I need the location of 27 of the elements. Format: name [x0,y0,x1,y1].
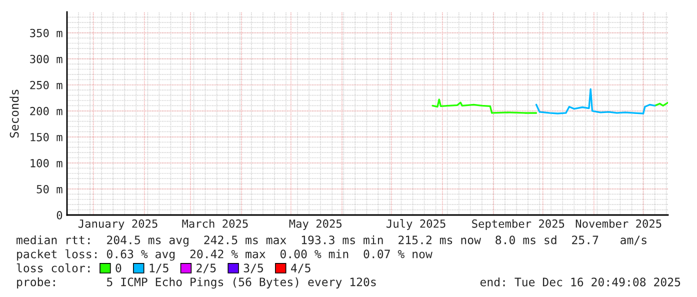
legend-label: 4/5 [291,264,310,274]
x-tick-label: March 2025 [182,219,248,228]
legend-label: 0 [116,264,122,272]
y-tick-label: 350 m [30,28,62,38]
line-series [535,88,656,114]
legend-label: 2/5 [196,264,216,274]
text: median rtt: 204.5 ms avg 242.5 ms max 193.3 ms min 215.2 ms now 8.0 ms sd 25.7 am/s [16,235,646,247]
y-tick-label: 0 [56,211,62,220]
legend-title: loss color: [16,263,90,272]
x-tick-label: July 2025 [386,219,446,230]
y-tick-label: 150 m [30,132,62,142]
x-tick-label: November 2025 [576,219,662,228]
text: packet loss: 0.63 % avg 20.42 % max 0.00 % min 0.07 % now [17,249,432,261]
x-tick-label: January 2025 [78,219,158,230]
y-axis-title: Seconds [10,90,19,138]
line-series [432,98,538,114]
y-tick-label: 200 m [30,106,62,116]
y-tick-label: 250 m [30,80,62,90]
legend-label: 1/5 [150,264,168,274]
text: end: Tue Dec 16 20:49:08 2025 [480,277,680,286]
legend-label: 3/5 [244,264,264,274]
y-tick-label: 300 m [30,54,62,64]
y-tick-label: 100 m [30,158,62,168]
y-tick-label: 50 m [36,184,62,194]
x-tick-label: September 2025 [472,219,564,230]
text: probe: 5 ICMP Echo Pings (56 Bytes) every 120s [17,277,376,289]
x-tick-label: May 2025 [289,219,342,230]
